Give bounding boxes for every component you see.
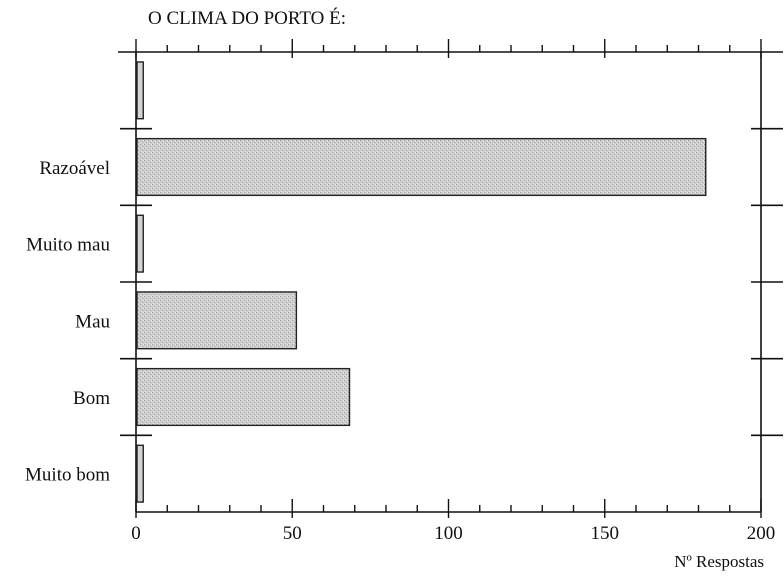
category-label: Razoável (39, 158, 110, 179)
bar (136, 367, 351, 427)
category-label: Mau (75, 311, 110, 332)
labels-group: 0 50 100 150 200 Razoável Muito mau Mau Bom Muito… (25, 158, 775, 544)
bar (136, 444, 144, 503)
bar (136, 214, 144, 273)
bars-group (136, 61, 707, 503)
ticks-group (135, 39, 762, 518)
bar (136, 137, 707, 197)
x-axis-label: Nº Respostas (674, 552, 764, 571)
bar (136, 291, 298, 350)
bar (136, 61, 144, 120)
x-tick-label: 200 (747, 523, 776, 544)
category-label: Muito mau (26, 235, 110, 256)
chart-title: O CLIMA DO PORTO É: (148, 8, 347, 29)
x-tick-label: 150 (591, 523, 620, 544)
x-tick-label: 0 (131, 523, 141, 544)
x-tick-label: 100 (434, 523, 463, 544)
category-label: Muito bom (25, 465, 110, 486)
plot-frame (118, 51, 783, 513)
x-tick-label: 50 (283, 523, 302, 544)
category-label: Bom (73, 388, 110, 409)
